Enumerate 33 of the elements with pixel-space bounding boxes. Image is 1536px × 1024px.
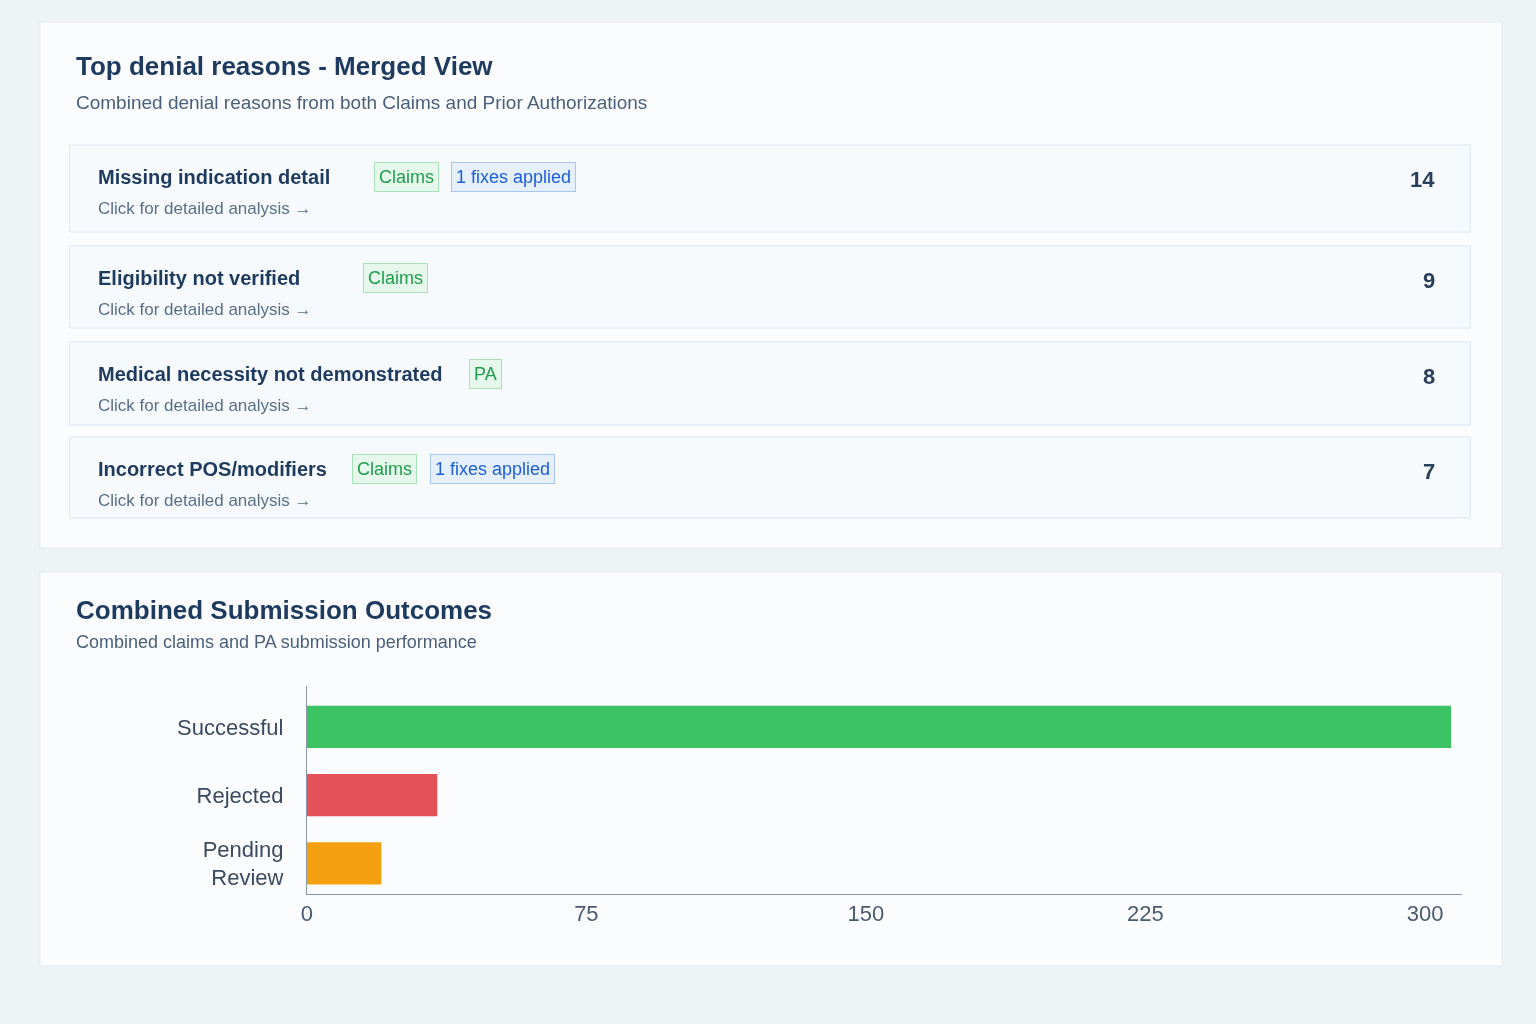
text: Click for detailed analysis →	[98, 300, 312, 319]
text: PA	[474, 364, 497, 384]
text: Click for detailed analysis →	[98, 396, 312, 415]
text: Click for detailed analysis →	[98, 491, 312, 510]
data-label: 7	[1423, 459, 1436, 484]
data-label: 9	[1423, 268, 1436, 293]
text: Claims	[357, 459, 413, 479]
bar	[306, 773, 438, 817]
text: Combined denial reasons from both Claims and Prior Authorizations	[76, 92, 648, 113]
y-tick-label: Rejected	[196, 782, 284, 808]
y-tick-label: Pending Review	[202, 836, 284, 891]
category-label: Missing indication detail	[98, 166, 331, 188]
category-label: Incorrect POS/modifiers	[98, 458, 327, 480]
data-label: 14	[1410, 167, 1436, 192]
x-tick-label: 0	[300, 901, 313, 927]
category-label: Medical necessity not demonstrated	[98, 363, 443, 385]
bar	[306, 705, 1452, 749]
text: Top denial reasons - Merged View	[76, 51, 494, 81]
text: Click for detailed analysis →	[98, 199, 312, 218]
y-tick-label: Successful	[177, 714, 284, 740]
text: Claims	[379, 167, 435, 187]
x-tick-label: 150	[847, 901, 885, 927]
chart-subtitle: Combined claims and PA submission performance	[76, 632, 477, 652]
text: 1 fixes applied	[456, 167, 572, 187]
chart-title: Combined Submission Outcomes	[76, 595, 493, 625]
bar	[306, 842, 382, 885]
category-label: Eligibility not verified	[98, 267, 301, 289]
text: 1 fixes applied	[435, 459, 551, 479]
x-tick-label: 300	[1406, 901, 1444, 927]
x-tick-label: 75	[574, 901, 599, 927]
x-tick-label: 225	[1127, 901, 1164, 927]
data-label: 8	[1423, 364, 1436, 389]
text: Claims	[368, 268, 424, 288]
